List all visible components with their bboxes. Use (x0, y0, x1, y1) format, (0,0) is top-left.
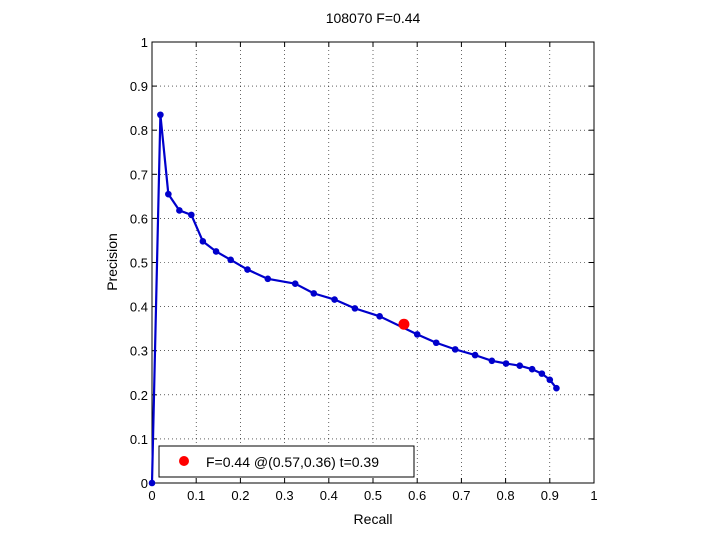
series-point (310, 290, 318, 297)
x-tick-labels: 0 0.1 0.2 0.3 0.4 0.5 0.6 0.7 0.8 0.9 1 (148, 488, 597, 503)
legend-box (158, 445, 415, 478)
series-point (516, 362, 524, 369)
y-tick-label: 0.5 (130, 256, 148, 271)
x-tick-label: 0 (148, 488, 155, 503)
series-point (199, 238, 207, 245)
x-tick-label: 0.2 (231, 488, 249, 503)
y-tick-labels: 0 0.1 0.2 0.3 0.4 0.5 0.6 0.7 0.8 0.9 1 (130, 35, 148, 491)
series-point (212, 248, 220, 255)
series-point (331, 296, 338, 303)
series-point (351, 305, 359, 312)
series-point (376, 313, 383, 320)
x-tick-label: 0.9 (541, 488, 559, 503)
best-f-point (398, 318, 410, 330)
series-line (150, 113, 558, 484)
series-point (165, 190, 172, 198)
y-axis-label: Precision (104, 233, 120, 291)
y-tick-label: 0.2 (130, 388, 148, 403)
y-tick-label: 0.3 (130, 344, 148, 359)
series-point (148, 479, 156, 487)
y-tick-label: 0.4 (130, 300, 148, 315)
series-point (244, 266, 251, 273)
y-tick-label: 0.9 (130, 79, 148, 94)
y-tick-label: 0.8 (130, 123, 148, 138)
gridlines (152, 42, 594, 483)
legend-marker (179, 456, 189, 466)
y-tick-label: 1 (141, 35, 148, 50)
series-point (157, 111, 164, 119)
chart-title: 108070 F=0.44 (326, 10, 421, 26)
series-point (432, 339, 440, 347)
x-tick-label: 0.5 (364, 488, 382, 503)
series-point (451, 346, 459, 353)
series-point (546, 376, 554, 384)
x-tick-label: 0.4 (320, 488, 338, 503)
series-point (471, 351, 479, 359)
series-point (291, 280, 299, 287)
legend: F=0.44 @(0.57,0.36) t=0.39 (158, 445, 415, 478)
series-point (528, 365, 536, 373)
precision-recall-series (148, 111, 560, 487)
series-point (538, 370, 546, 377)
series-point (227, 256, 234, 264)
x-tick-label: 0.6 (408, 488, 426, 503)
series-point (502, 360, 510, 367)
y-tick-label: 0 (141, 476, 148, 491)
best-f-marker (398, 318, 410, 330)
x-tick-label: 1 (590, 488, 597, 503)
series-point (264, 275, 272, 283)
y-tick-label: 0.1 (130, 432, 148, 447)
series-point (188, 211, 195, 219)
x-axis-label: Recall (354, 511, 393, 527)
x-tick-label: 0.8 (497, 488, 515, 503)
series-point (176, 207, 183, 214)
y-tick-label: 0.7 (130, 167, 148, 182)
x-tick-label: 0.7 (452, 488, 470, 503)
series-point (553, 384, 560, 392)
series-point (488, 357, 496, 365)
series-point (413, 331, 421, 338)
x-tick-label: 0.3 (276, 488, 294, 503)
y-tick-label: 0.6 (130, 211, 148, 226)
legend-label: F=0.44 @(0.57,0.36) t=0.39 (206, 454, 379, 470)
x-tick-label: 0.1 (187, 488, 205, 503)
